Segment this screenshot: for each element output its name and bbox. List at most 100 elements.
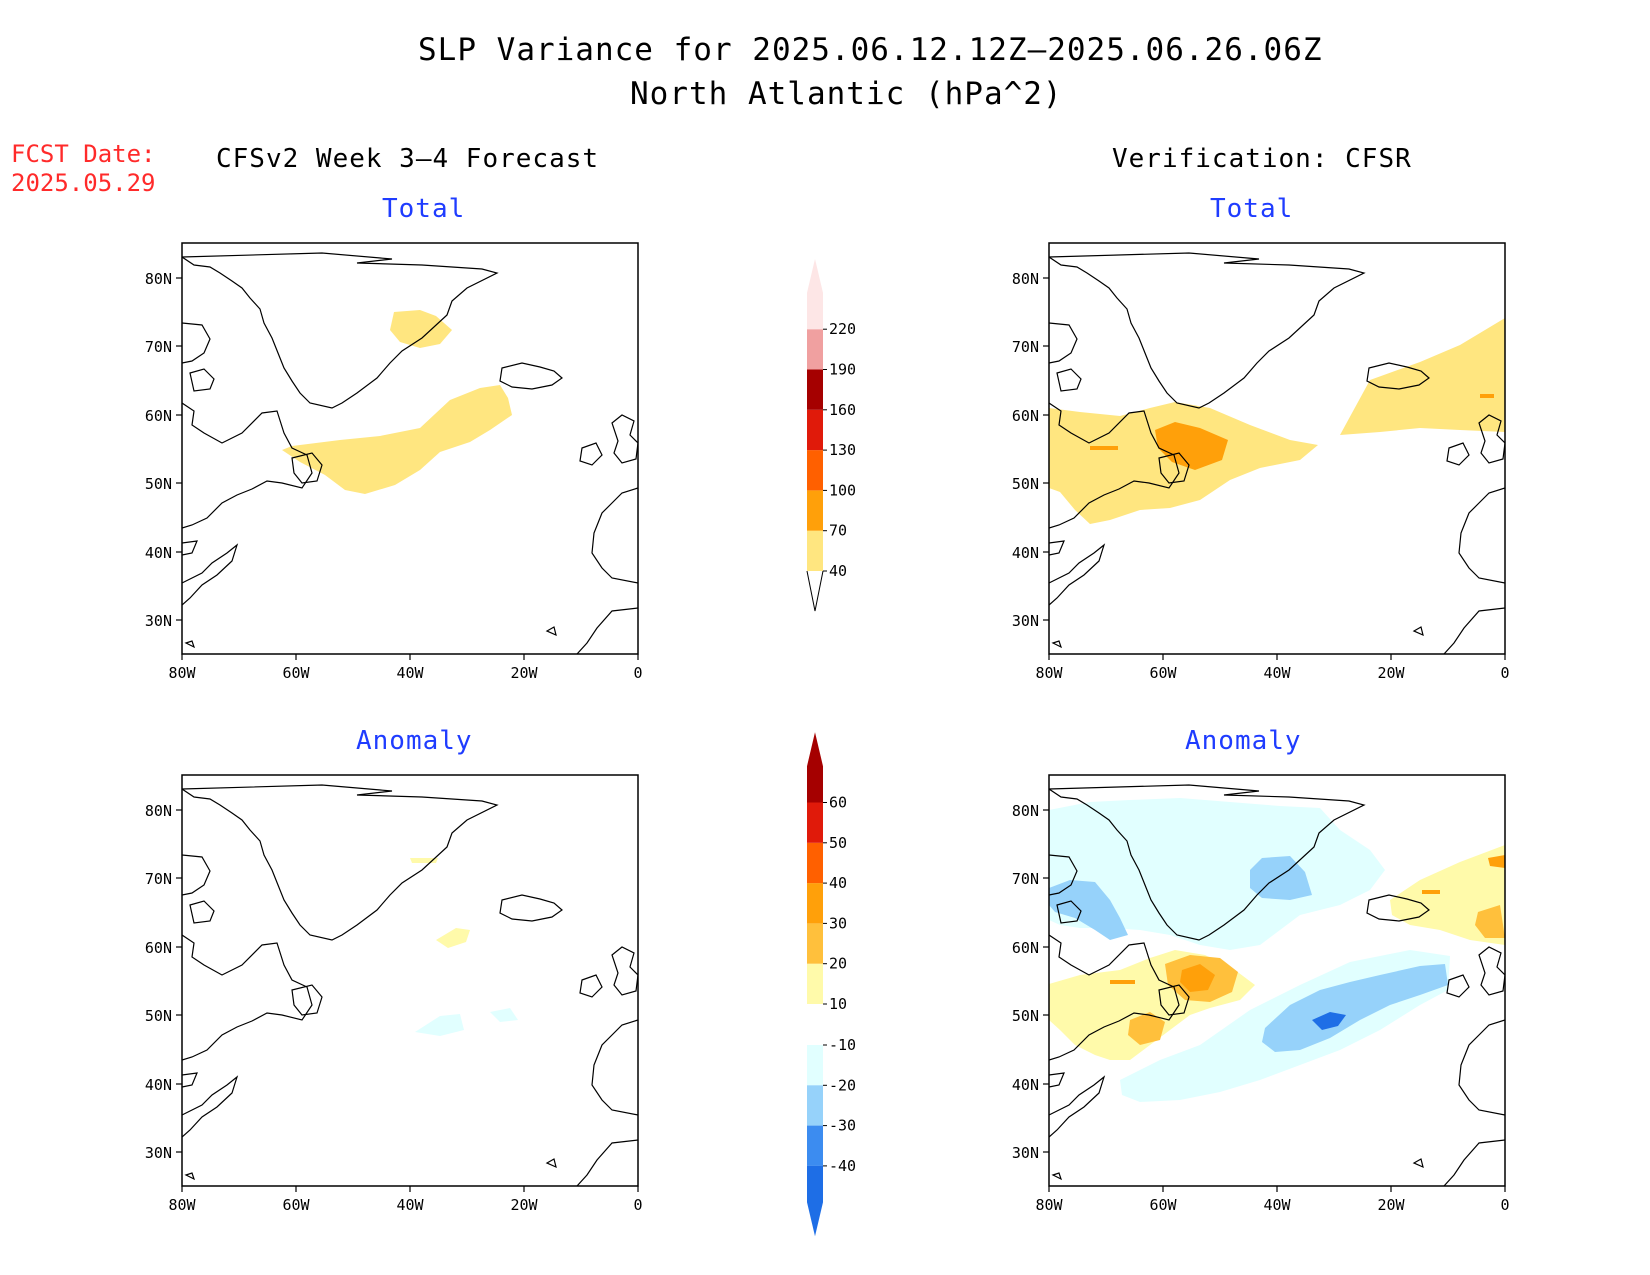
verification-anomaly-lon-label: 40W (1263, 1196, 1291, 1214)
verification-total-title: Total (1210, 194, 1294, 224)
forecast-total-lon-label: 40W (396, 664, 424, 682)
verification-anomaly-lon-label: 60W (1149, 1196, 1177, 1214)
forecast-total-title: Total (382, 194, 466, 224)
anom-cbar-swatch-pos (807, 883, 823, 924)
anom-cbar-label: -40 (829, 1157, 856, 1175)
axes-layer: 80N 70N 60N 50N 40N 30N 80W 60W 40W 20W 0 80N 70N 60N… (145, 270, 1510, 1214)
verification-anomaly-shade-neg20-west (1049, 880, 1128, 940)
forecast-total-lat-label: 50N (145, 475, 172, 493)
verification-anomaly-lat-label: 40N (1012, 1076, 1039, 1094)
forecast-anomaly-shade-neg-b (490, 1008, 518, 1022)
anom-cbar-swatch-pos (807, 802, 823, 843)
forecast-total-lat-label: 80N (145, 270, 172, 288)
verification-anomaly-lon-label: 20W (1377, 1196, 1405, 1214)
total-cbar-label: 190 (829, 361, 856, 379)
colorbar-total: 40 70 100 130 160 190 220 (806, 258, 856, 612)
forecast-total-lat-label: 60N (145, 407, 172, 425)
verification-column-title: Verification: CFSR (1112, 144, 1412, 174)
verification-total-lon-label: 80W (1035, 664, 1063, 682)
forecast-anomaly-lat-label: 50N (145, 1007, 172, 1025)
forecast-anomaly-lon-label: 0 (633, 1196, 642, 1214)
verification-anomaly-lat-label: 30N (1012, 1144, 1039, 1162)
anom-cbar-label: 50 (829, 834, 847, 852)
colorbar-anomaly: -40 -30 -20 -10 10 20 30 40 50 60 (807, 732, 856, 1237)
fcst-date-value: 2025.05.29 (11, 169, 156, 197)
anom-cbar-swatch-pos (807, 963, 823, 1004)
forecast-anomaly-lon-label: 40W (396, 1196, 424, 1214)
anom-cbar-swatch-pos (807, 923, 823, 964)
forecast-anomaly-lat-label: 40N (145, 1076, 172, 1094)
total-cbar-swatch (807, 409, 823, 451)
anom-cbar-swatch-neg (807, 1165, 823, 1237)
forecast-total-lon-label: 60W (282, 664, 310, 682)
verification-anomaly-shade-neg10-north (1049, 798, 1385, 950)
forecast-anomaly-lat-label: 60N (145, 939, 172, 957)
anom-cbar-label: 60 (829, 794, 847, 812)
anom-cbar-label: 40 (829, 874, 847, 892)
verification-total-shade-70-c (1480, 394, 1494, 398)
forecast-anomaly-title: Anomaly (356, 726, 473, 756)
forecast-anomaly-lon-label: 60W (282, 1196, 310, 1214)
verification-total-panel (1048, 242, 1506, 655)
verification-anomaly-lat-label: 60N (1012, 939, 1039, 957)
verification-anomaly-lat-label: 70N (1012, 870, 1039, 888)
forecast-anomaly-lon-label: 80W (168, 1196, 196, 1214)
total-cbar-swatch (807, 490, 823, 531)
verification-total-lon-label: 60W (1149, 664, 1177, 682)
verification-total-lon-label: 0 (1500, 664, 1509, 682)
anom-cbar-swatch-pos (807, 732, 823, 803)
forecast-total-shade-40 (390, 310, 452, 348)
anom-cbar-label: -10 (829, 1036, 856, 1054)
total-cbar-label: 220 (829, 320, 856, 338)
anom-cbar-label: -20 (829, 1076, 856, 1094)
verification-total-lat-label: 40N (1012, 544, 1039, 562)
total-cbar-swatch (807, 530, 823, 571)
total-cbar-swatch (807, 369, 823, 410)
verification-anomaly-shade-pos30-d (1488, 855, 1505, 868)
forecast-anomaly-lat-label: 30N (145, 1144, 172, 1162)
verification-anomaly-panel (1048, 774, 1506, 1187)
verification-total-shade-40-ne (1340, 318, 1505, 435)
forecast-anomaly-panel (181, 774, 639, 1187)
verification-total-lat-label: 80N (1012, 270, 1039, 288)
total-cbar-swatch (807, 258, 823, 330)
anom-cbar-label: 30 (829, 914, 847, 932)
forecast-total-panel (181, 242, 639, 655)
forecast-total-lat-label: 40N (145, 544, 172, 562)
total-cbar-label: 100 (829, 481, 856, 499)
anom-cbar-neutral (807, 1004, 823, 1045)
verification-anomaly-shade-pos20-b (1128, 1012, 1165, 1045)
verification-total-shade-70-b (1090, 446, 1118, 450)
anom-cbar-label: 10 (829, 995, 847, 1013)
total-cbar-label: 160 (829, 401, 856, 419)
verification-total-shade-70 (1155, 422, 1228, 470)
anom-cbar-swatch-neg (807, 1125, 823, 1166)
total-cbar-swatch (807, 450, 823, 491)
total-cbar-label: 70 (829, 522, 847, 540)
anom-cbar-swatch-neg (807, 1045, 823, 1086)
anom-cbar-swatch-pos (807, 842, 823, 884)
forecast-anomaly-lat-label: 80N (145, 802, 172, 820)
verification-anomaly-lon-label: 0 (1500, 1196, 1509, 1214)
forecast-total-shade-40-b (282, 385, 512, 494)
verification-anomaly-title: Anomaly (1185, 726, 1302, 756)
total-cbar-swatch (807, 329, 823, 370)
verification-anomaly-shade-neg20-ne (1250, 856, 1312, 900)
verification-total-lat-label: 60N (1012, 407, 1039, 425)
forecast-total-lon-label: 80W (168, 664, 196, 682)
verification-total-lon-label: 20W (1377, 664, 1405, 682)
verification-anomaly-lon-label: 80W (1035, 1196, 1063, 1214)
anom-cbar-label: 20 (829, 955, 847, 973)
forecast-total-lon-label: 0 (633, 664, 642, 682)
verification-anomaly-shade-neg20-south (1262, 964, 1448, 1052)
verification-total-lat-label: 30N (1012, 612, 1039, 630)
forecast-total-lat-label: 70N (145, 338, 172, 356)
verification-anomaly-shade-pos30-c (1422, 890, 1440, 894)
forecast-anomaly-shade-neg (415, 1014, 464, 1036)
verification-total-lat-label: 70N (1012, 338, 1039, 356)
forecast-anomaly-shade-pos-b (436, 928, 470, 948)
total-cbar-label: 40 (829, 562, 847, 580)
chart-title-line1: SLP Variance for 2025.06.12.12Z–2025.06.… (418, 32, 1323, 68)
verification-anomaly-shade-pos30-b (1110, 980, 1135, 984)
